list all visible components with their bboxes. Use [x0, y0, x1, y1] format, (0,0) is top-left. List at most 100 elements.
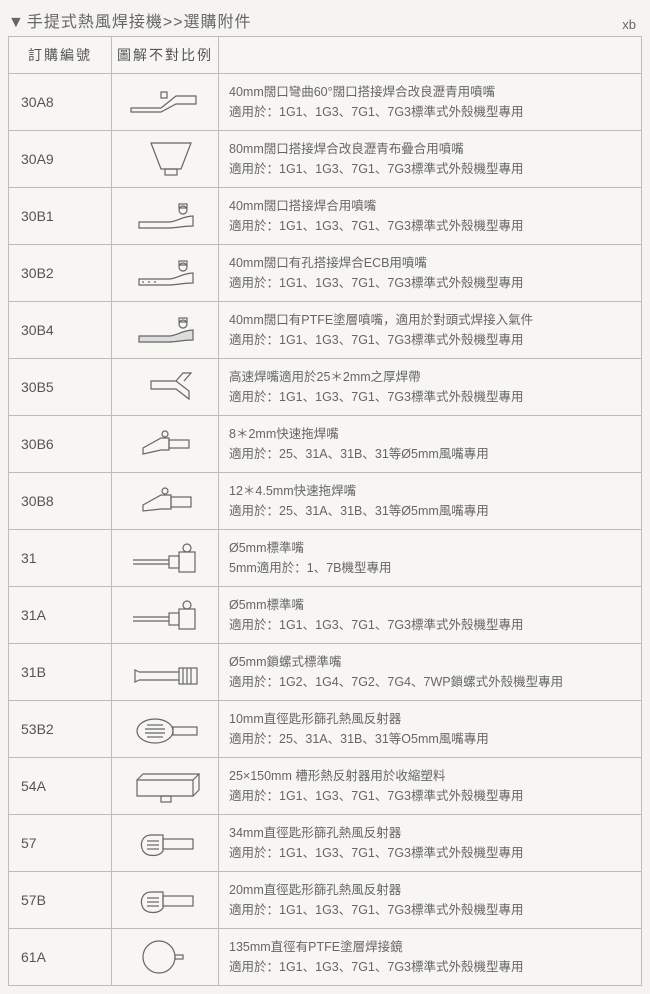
desc-line2: 適用於：1G2、1G4、7G2、7G4、7WP鎖螺式外殼機型專用 — [229, 672, 631, 692]
description-cell: Ø5mm標準嘴適用於：1G1、1G3、7G1、7G3標準式外殼機型專用 — [219, 587, 642, 644]
diagram-cell — [112, 872, 219, 929]
std-tube-nozzle-icon — [121, 565, 209, 582]
desc-line1: 40mm闊口彎曲60°闊口搭接焊合改良瀝青用噴嘴 — [229, 82, 631, 102]
description-cell: 34mm直徑匙形篩孔熱風反射器適用於：1G1、1G3、7G1、7G3標準式外殼機… — [219, 815, 642, 872]
corner-tag: xb — [622, 17, 642, 32]
round-mirror-icon — [121, 964, 209, 981]
desc-line2: 適用於：1G1、1G3、7G1、7G3標準式外殼機型專用 — [229, 957, 631, 977]
table-header-row: 訂購編號 圖解不對比例 — [9, 37, 642, 74]
desc-line1: Ø5mm標準嘴 — [229, 595, 631, 615]
table-row: 31A Ø5mm標準嘴適用於：1G1、1G3、7G1、7G3標準式外殼機型專用 — [9, 587, 642, 644]
page-title: ▼手提式熱風焊接機>>選購附件 — [8, 8, 252, 32]
desc-line1: 34mm直徑匙形篩孔熱風反射器 — [229, 823, 631, 843]
table-row: 30B5 高速焊嘴適用於25＊2mm之厚焊帶適用於：1G1、1G3、7G1、7G3… — [9, 359, 642, 416]
desc-line2: 適用於：25、31A、31B、31等O5mm風嘴專用 — [229, 729, 631, 749]
desc-line1: 高速焊嘴適用於25＊2mm之厚焊帶 — [229, 367, 631, 387]
diagram-cell — [112, 416, 219, 473]
order-code: 57B — [9, 872, 112, 929]
diagram-cell — [112, 815, 219, 872]
description-cell: 8＊2mm快速拖焊嘴適用於：25、31A、31B、31等Ø5mm風嘴專用 — [219, 416, 642, 473]
desc-line1: 40mm闊口有孔搭接焊合ECB用噴嘴 — [229, 253, 631, 273]
diagram-cell — [112, 302, 219, 359]
desc-line2: 適用於：1G1、1G3、7G1、7G3標準式外殼機型專用 — [229, 330, 631, 350]
order-code: 31B — [9, 644, 112, 701]
drag-nozzle-small-icon — [121, 451, 209, 468]
description-cell: 40mm闊口搭接焊合用噴嘴適用於：1G1、1G3、7G1、7G3標準式外殼機型專… — [219, 188, 642, 245]
slot-nozzle-ptfe-icon — [121, 337, 209, 354]
table-row: 54A 25×150mm 槽形熱反射器用於收縮塑料適用於：1G1、1G3、7G1、… — [9, 758, 642, 815]
table-row: 30B4 40mm闊口有PTFE塗層噴嘴，適用於對頭式焊接入氣件適用於：1G1、1… — [9, 302, 642, 359]
description-cell: 25×150mm 槽形熱反射器用於收縮塑料適用於：1G1、1G3、7G1、7G3… — [219, 758, 642, 815]
desc-line1: Ø5mm鎖螺式標準嘴 — [229, 652, 631, 672]
slot-nozzle-perf-icon — [121, 280, 209, 297]
diagram-cell — [112, 587, 219, 644]
desc-line2: 適用於：1G1、1G3、7G1、7G3標準式外殼機型專用 — [229, 159, 631, 179]
small-spoon-reflector-icon — [121, 907, 209, 924]
table-row: 57B 20mm直徑匙形篩孔熱風反射器適用於：1G1、1G3、7G1、7G3標準式… — [9, 872, 642, 929]
diagram-cell — [112, 644, 219, 701]
description-cell: 12＊4.5mm快速拖焊嘴適用於：25、31A、31B、31等Ø5mm風嘴專用 — [219, 473, 642, 530]
diagram-cell — [112, 530, 219, 587]
description-cell: 40mm闊口彎曲60°闊口搭接焊合改良瀝青用噴嘴適用於：1G1、1G3、7G1、… — [219, 74, 642, 131]
desc-line2: 適用於：25、31A、31B、31等Ø5mm風嘴專用 — [229, 444, 631, 464]
order-code: 30B1 — [9, 188, 112, 245]
desc-line2: 5mm適用於：1、7B機型專用 — [229, 558, 631, 578]
table-row: 30B1 40mm闊口搭接焊合用噴嘴適用於：1G1、1G3、7G1、7G3標準式外… — [9, 188, 642, 245]
diagram-cell — [112, 74, 219, 131]
accessories-table: 訂購編號 圖解不對比例 30A8 40mm闊口彎曲60°闊口搭接焊合改良瀝青用噴嘴… — [8, 36, 642, 986]
wide-angled-nozzle-icon — [121, 109, 209, 126]
order-code: 31A — [9, 587, 112, 644]
order-code: 30B8 — [9, 473, 112, 530]
diagram-cell — [112, 758, 219, 815]
table-row: 30B6 8＊2mm快速拖焊嘴適用於：25、31A、31B、31等Ø5mm風嘴專用 — [9, 416, 642, 473]
desc-line2: 適用於：1G1、1G3、7G1、7G3標準式外殼機型專用 — [229, 102, 631, 122]
desc-line1: 20mm直徑匙形篩孔熱風反射器 — [229, 880, 631, 900]
description-cell: 40mm闊口有孔搭接焊合ECB用噴嘴適用於：1G1、1G3、7G1、7G3標準式… — [219, 245, 642, 302]
speed-weld-nozzle-icon — [121, 394, 209, 411]
description-cell: 80mm闊口搭接焊合改良瀝青布疊合用噴嘴適用於：1G1、1G3、7G1、7G3標… — [219, 131, 642, 188]
order-code: 57 — [9, 815, 112, 872]
table-row: 30A8 40mm闊口彎曲60°闊口搭接焊合改良瀝青用噴嘴適用於：1G1、1G3、… — [9, 74, 642, 131]
description-cell: 40mm闊口有PTFE塗層噴嘴，適用於對頭式焊接入氣件適用於：1G1、1G3、7… — [219, 302, 642, 359]
diagram-cell — [112, 188, 219, 245]
desc-line2: 適用於：1G1、1G3、7G1、7G3標準式外殼機型專用 — [229, 843, 631, 863]
desc-line1: 40mm闊口有PTFE塗層噴嘴，適用於對頭式焊接入氣件 — [229, 310, 631, 330]
diagram-cell — [112, 245, 219, 302]
description-cell: 20mm直徑匙形篩孔熱風反射器適用於：1G1、1G3、7G1、7G3標準式外殼機… — [219, 872, 642, 929]
order-code: 30A8 — [9, 74, 112, 131]
desc-line2: 適用於：1G1、1G3、7G1、7G3標準式外殼機型專用 — [229, 900, 631, 920]
order-code: 31 — [9, 530, 112, 587]
order-code: 30B4 — [9, 302, 112, 359]
desc-line1: 12＊4.5mm快速拖焊嘴 — [229, 481, 631, 501]
diagram-cell — [112, 701, 219, 758]
order-code: 30B2 — [9, 245, 112, 302]
description-cell: Ø5mm鎖螺式標準嘴適用於：1G2、1G4、7G2、7G4、7WP鎖螺式外殼機型… — [219, 644, 642, 701]
col-order-no: 訂購編號 — [9, 37, 112, 74]
title-text: 手提式熱風焊接機>>選購附件 — [27, 14, 252, 31]
desc-line1: 40mm闊口搭接焊合用噴嘴 — [229, 196, 631, 216]
table-row: 31B Ø5mm鎖螺式標準嘴適用於：1G2、1G4、7G2、7G4、7WP鎖螺式外… — [9, 644, 642, 701]
desc-line1: 135mm直徑有PTFE塗層焊接鏡 — [229, 937, 631, 957]
triangle-icon: ▼ — [8, 14, 25, 32]
table-row: 61A 135mm直徑有PTFE塗層焊接鏡適用於：1G1、1G3、7G1、7G3標… — [9, 929, 642, 986]
spoon-reflector-icon — [121, 736, 209, 753]
desc-line1: 8＊2mm快速拖焊嘴 — [229, 424, 631, 444]
table-row: 30B2 40mm闊口有孔搭接焊合ECB用噴嘴適用於：1G1、1G3、7G1、7G… — [9, 245, 642, 302]
slot-nozzle-icon — [121, 223, 209, 240]
description-cell: 高速焊嘴適用於25＊2mm之厚焊帶適用於：1G1、1G3、7G1、7G3標準式外… — [219, 359, 642, 416]
drag-nozzle-large-icon — [121, 508, 209, 525]
desc-line2: 適用於：25、31A、31B、31等Ø5mm風嘴專用 — [229, 501, 631, 521]
description-cell: 135mm直徑有PTFE塗層焊接鏡適用於：1G1、1G3、7G1、7G3標準式外… — [219, 929, 642, 986]
std-tube-nozzle-icon — [121, 622, 209, 639]
desc-line2: 適用於：1G1、1G3、7G1、7G3標準式外殼機型專用 — [229, 387, 631, 407]
order-code: 30A9 — [9, 131, 112, 188]
desc-line2: 適用於：1G1、1G3、7G1、7G3標準式外殼機型專用 — [229, 615, 631, 635]
desc-line1: 10mm直徑匙形篩孔熱風反射器 — [229, 709, 631, 729]
col-diagram: 圖解不對比例 — [112, 37, 219, 74]
order-code: 54A — [9, 758, 112, 815]
desc-line2: 適用於：1G1、1G3、7G1、7G3標準式外殼機型專用 — [229, 216, 631, 236]
order-code: 61A — [9, 929, 112, 986]
table-row: 30A9 80mm闊口搭接焊合改良瀝青布疊合用噴嘴適用於：1G1、1G3、7G1、… — [9, 131, 642, 188]
order-code: 30B6 — [9, 416, 112, 473]
order-code: 30B5 — [9, 359, 112, 416]
